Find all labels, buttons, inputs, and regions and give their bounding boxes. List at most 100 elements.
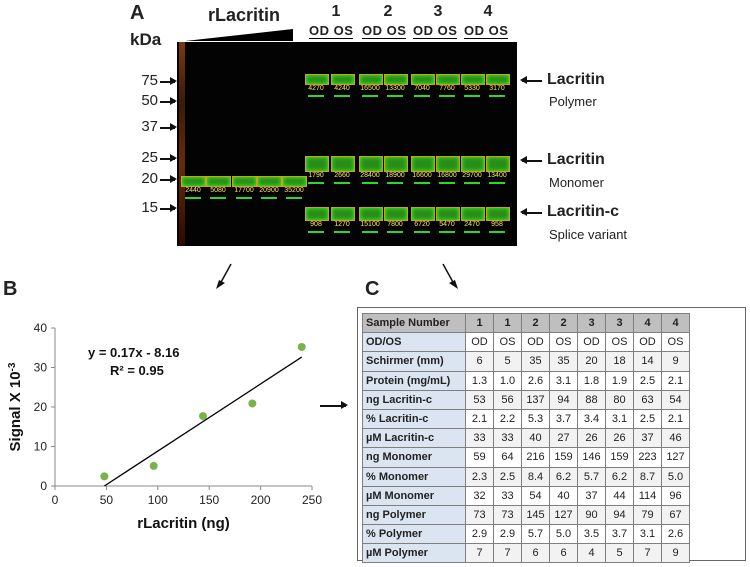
- splice-band-value: 2470: [464, 221, 480, 228]
- table-cell: 3.1: [633, 524, 662, 545]
- band-underline: [387, 231, 403, 233]
- band-underline: [236, 197, 252, 199]
- table-cell: 73: [493, 504, 522, 526]
- table-cell: 216: [521, 447, 550, 468]
- monomer-band-value: 2660: [334, 172, 350, 179]
- table-header-cell: 2: [521, 312, 550, 334]
- marker-arrow-37: [160, 124, 177, 130]
- table-cell: 5: [493, 351, 522, 372]
- table-cell: 7: [493, 543, 522, 564]
- row-label: ng Monomer: [362, 447, 466, 468]
- monomer-arrow: [520, 157, 542, 163]
- table-header-cell: 2: [549, 312, 578, 334]
- polymer-band-value: 4240: [334, 85, 350, 92]
- polymer-band-box: [486, 74, 510, 85]
- monomer-band-box: [305, 156, 329, 172]
- standard-band-value: 20900: [259, 187, 279, 194]
- splice-band-value: 5470: [439, 221, 455, 228]
- table-cell: 33: [465, 428, 494, 449]
- marker-50: 50: [141, 92, 158, 109]
- polymer-band-box: [384, 74, 408, 85]
- band-underline: [362, 95, 378, 97]
- polymer-band-value: 7760: [439, 85, 455, 92]
- arrow-to-panel-b: [216, 263, 232, 289]
- monomer-band-subtitle: Monomer: [549, 175, 604, 190]
- splice-band-box: [436, 207, 460, 221]
- lane-number-3: 3: [433, 3, 443, 20]
- table-header-cell: 3: [605, 312, 634, 334]
- monomer-band-box: [436, 156, 460, 172]
- data-point: [297, 342, 306, 351]
- table-cell: 5.3: [521, 408, 550, 430]
- polymer-band-box: [331, 74, 355, 85]
- x-tick-label: 50: [100, 493, 114, 507]
- table-cell: OS: [549, 332, 578, 353]
- table-cell: 54: [661, 389, 690, 410]
- table-row: OD/OS OD OS OD OS OD OS OD OS: [362, 332, 690, 353]
- polymer-band-box: [461, 74, 485, 85]
- monomer-band-value: 16800: [437, 172, 457, 179]
- band-underline: [439, 95, 455, 97]
- table-cell: 2.2: [493, 408, 522, 430]
- table-cell: 59: [465, 447, 494, 468]
- lane-number-2: 2: [383, 3, 393, 20]
- table-cell: 2.1: [661, 408, 690, 430]
- polymer-band-subtitle: Polymer: [549, 94, 597, 109]
- od-os-label-3: OD OS: [413, 23, 458, 39]
- table-cell: 3.7: [605, 524, 634, 545]
- polymer-band-value: 16500: [360, 85, 380, 92]
- table-row: µM Polymer 7 7 6 6 4 5 7 9: [362, 543, 690, 564]
- table-cell: 6: [465, 351, 494, 372]
- standard-band-box: [257, 176, 282, 187]
- band-underline: [464, 182, 480, 184]
- polymer-band-box: [411, 74, 435, 85]
- marker-25: 25: [141, 149, 158, 166]
- marker-15: 15: [141, 199, 158, 216]
- y-axis-title: Signal X 10-3: [7, 362, 25, 451]
- table-cell: 4: [577, 543, 606, 564]
- table-cell: OD: [633, 332, 662, 353]
- monomer-band-value: 18900: [385, 172, 405, 179]
- table-cell: 6.2: [549, 466, 578, 487]
- data-point: [100, 472, 109, 481]
- panel-c-letter: C: [365, 278, 380, 300]
- table-cell: 26: [577, 428, 606, 449]
- table-cell: 37: [577, 485, 606, 506]
- table-cell: OD: [465, 332, 494, 353]
- table-cell: 3.7: [549, 408, 578, 430]
- splice-band-box: [359, 207, 383, 221]
- marker-arrow-25: [160, 155, 177, 161]
- table-cell: 6: [521, 543, 550, 564]
- table-cell: 6: [549, 543, 578, 564]
- table-cell: 2.9: [465, 524, 494, 545]
- table-cell: 32: [465, 485, 494, 506]
- standard-band-value: 5080: [210, 187, 226, 194]
- band-underline: [334, 95, 350, 97]
- table-cell: 6.2: [605, 466, 634, 487]
- row-label: ng Polymer: [362, 504, 466, 526]
- table-cell: 46: [661, 428, 690, 449]
- table-cell: 2.5: [493, 466, 522, 487]
- table-cell: 67: [661, 504, 690, 526]
- table-cell: 159: [605, 447, 634, 468]
- y-axis-title-exponent: -3: [7, 362, 18, 371]
- table-cell: 7: [633, 543, 662, 564]
- splice-band-box: [486, 207, 510, 221]
- table-cell: 9: [661, 543, 690, 564]
- table-cell: 37: [633, 428, 662, 449]
- monomer-band-box: [331, 156, 355, 172]
- table-cell: 40: [521, 428, 550, 449]
- table-cell: 3.5: [577, 524, 606, 545]
- kda-label: kDa: [130, 30, 162, 49]
- y-tick-label: 40: [34, 321, 48, 335]
- monomer-band-box: [359, 156, 383, 172]
- table-cell: 56: [493, 389, 522, 410]
- table-row: µM Lacritin-c 33 33 40 27 26 26 37 46: [362, 428, 690, 449]
- ladder-lane: [179, 42, 185, 246]
- table-cell: OS: [661, 332, 690, 353]
- od-os-label-4: OD OS: [464, 23, 509, 39]
- table-cell: 2.1: [465, 408, 494, 430]
- standard-band-box: [232, 176, 257, 187]
- table-row: Protein (mg/mL) 1.3 1.0 2.6 3.1 1.8 1.9 2.5 2.1: [362, 370, 690, 391]
- splice-band-box: [305, 207, 329, 221]
